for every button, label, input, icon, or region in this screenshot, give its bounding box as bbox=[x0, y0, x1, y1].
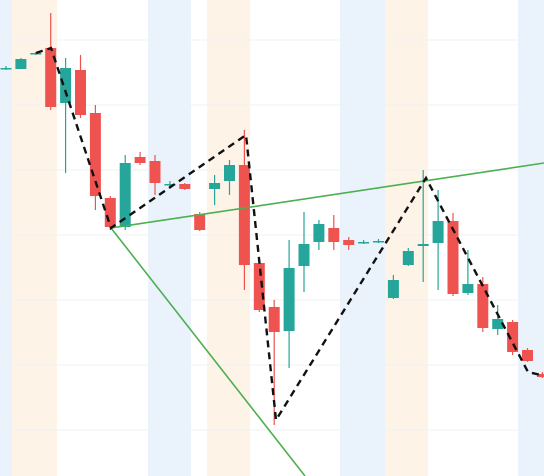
trend-line bbox=[110, 162, 544, 229]
candle-body bbox=[402, 251, 414, 265]
candle-body bbox=[134, 157, 146, 163]
candle-body bbox=[149, 161, 161, 183]
candle-body bbox=[432, 221, 444, 243]
drawings bbox=[35, 46, 544, 476]
candle-body bbox=[238, 165, 250, 265]
band bbox=[0, 0, 12, 476]
candle-body bbox=[194, 214, 206, 230]
candle-body bbox=[522, 350, 533, 361]
candle-body bbox=[164, 184, 176, 186]
candle-body bbox=[209, 183, 221, 189]
band bbox=[385, 0, 428, 476]
candle-body bbox=[89, 113, 101, 196]
candle-body bbox=[179, 184, 191, 189]
candle-body bbox=[283, 268, 295, 331]
candle-body bbox=[328, 228, 340, 242]
candle-body bbox=[387, 280, 399, 298]
candles bbox=[0, 13, 544, 425]
band bbox=[148, 0, 191, 476]
band bbox=[518, 0, 544, 476]
candle-body bbox=[492, 319, 504, 329]
candle-body bbox=[477, 284, 489, 328]
candle-body bbox=[104, 198, 116, 227]
candle-body bbox=[447, 221, 459, 294]
candle-body bbox=[75, 70, 86, 115]
candle-body bbox=[119, 163, 131, 227]
candle-body bbox=[417, 244, 429, 246]
candle-body bbox=[373, 241, 384, 243]
trend-line bbox=[110, 227, 306, 476]
candle-body bbox=[313, 224, 325, 242]
candle-body bbox=[30, 53, 42, 55]
candle-body bbox=[0, 68, 12, 70]
candle-body bbox=[15, 59, 27, 69]
candle-body bbox=[253, 263, 265, 310]
band bbox=[340, 0, 385, 476]
candle-body bbox=[536, 374, 544, 377]
candle-body bbox=[45, 48, 57, 107]
candle-body bbox=[268, 307, 280, 332]
candle-body bbox=[224, 165, 235, 181]
candle-body bbox=[60, 68, 72, 103]
candle-body bbox=[358, 242, 370, 244]
candle-body bbox=[343, 240, 355, 245]
candle-body bbox=[462, 284, 474, 293]
candle-body bbox=[298, 244, 310, 266]
candle-body bbox=[507, 322, 519, 352]
